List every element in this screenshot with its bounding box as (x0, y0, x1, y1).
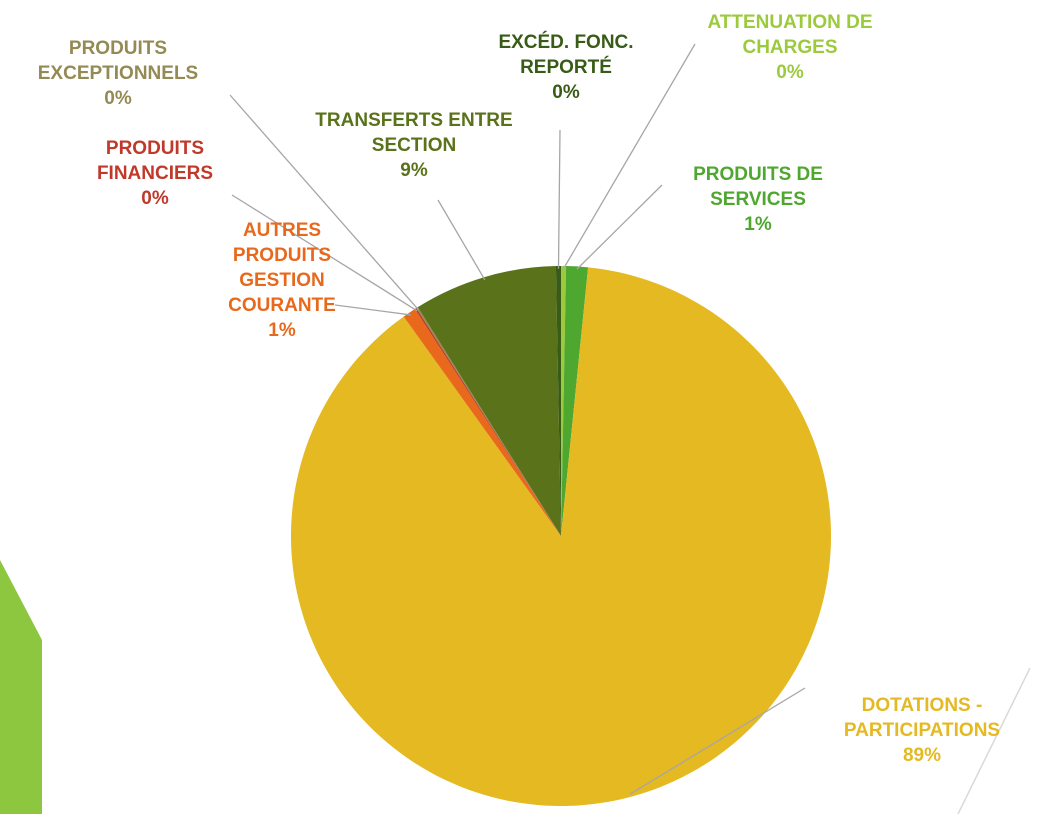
data-label: DOTATIONS - PARTICIPATIONS 89% (807, 693, 1037, 768)
slice (561, 266, 567, 536)
category-label: EXCÉD. FONC. REPORTÉ (498, 32, 634, 78)
value-label: 0% (776, 62, 804, 83)
leader-line (557, 129, 561, 269)
data-label: EXCÉD. FONC. REPORTÉ 0% (481, 30, 651, 105)
decoration (0, 560, 42, 814)
value-label: 0% (104, 88, 132, 109)
slice (291, 267, 831, 806)
slice (555, 266, 561, 536)
leader-line (576, 184, 663, 270)
leader-line (229, 94, 419, 311)
slice (416, 307, 561, 536)
category-label: DOTATIONS - PARTICIPATIONS (843, 695, 1001, 741)
leader-line (437, 199, 486, 281)
data-label: ATTENUATION DE CHARGES 0% (695, 10, 885, 85)
leader-line (334, 304, 411, 316)
category-label: PRODUITS EXCEPTIONNELS (37, 38, 199, 84)
category-label: PRODUITS DE SERVICES (693, 164, 823, 210)
category-label: PRODUITS FINANCIERS (96, 138, 214, 184)
slice (417, 266, 561, 536)
value-label: 0% (552, 82, 580, 103)
category-label: TRANSFERTS ENTRE SECTION (315, 110, 513, 156)
decoration-line (957, 667, 1031, 814)
slice (414, 308, 561, 536)
data-label: PRODUITS EXCEPTIONNELS 0% (13, 36, 223, 111)
slices (291, 266, 831, 806)
value-label: 9% (400, 160, 428, 181)
value-label: 1% (268, 320, 296, 341)
data-label: PRODUITS FINANCIERS 0% (75, 136, 235, 211)
leader-line (629, 687, 806, 795)
leader-line (231, 194, 418, 312)
data-label: PRODUITS DE SERVICES 1% (658, 162, 858, 237)
value-label: 89% (902, 745, 942, 766)
slice (561, 266, 589, 536)
data-label: TRANSFERTS ENTRE SECTION 9% (314, 108, 514, 183)
category-label: ATTENUATION DE CHARGES (707, 12, 873, 58)
slice (403, 308, 561, 536)
value-label: 0% (141, 188, 169, 209)
category-label: AUTRES PRODUITS GESTION COURANTE (228, 220, 336, 316)
leader-line (562, 43, 696, 270)
value-label: 1% (744, 214, 772, 235)
data-label: AUTRES PRODUITS GESTION COURANTE 1% (217, 218, 347, 343)
